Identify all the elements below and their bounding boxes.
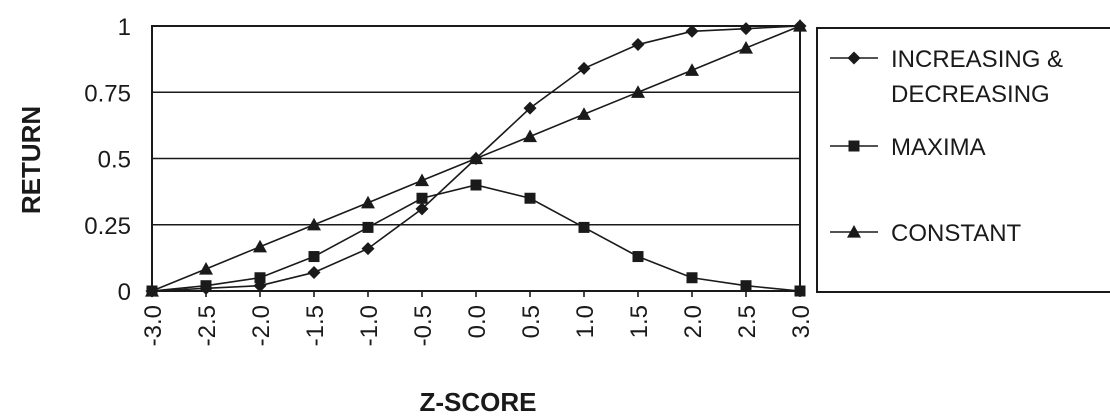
data-point-square xyxy=(470,179,482,191)
legend-label: MAXIMA xyxy=(891,134,986,161)
x-tick-label: -2.0 xyxy=(248,305,275,346)
legend-entry: CONSTANT xyxy=(830,220,1022,247)
x-tick-label: -3.0 xyxy=(140,305,167,346)
series-line xyxy=(151,184,801,292)
x-tick-label: 2.5 xyxy=(734,305,761,338)
legend-label: CONSTANT xyxy=(891,220,1022,247)
data-point-triangle xyxy=(361,195,375,209)
legend-box xyxy=(816,27,1110,293)
data-point-square xyxy=(362,221,374,233)
data-point-triangle xyxy=(793,19,807,32)
x-tick-label: 1.0 xyxy=(572,305,599,338)
x-tick-label: -2.5 xyxy=(194,305,221,346)
y-tick-label: 0.25 xyxy=(84,213,131,240)
data-point-diamond xyxy=(307,265,321,279)
legend-entry: INCREASING & DECREASING xyxy=(830,46,1063,108)
data-point-square xyxy=(632,251,644,263)
x-tick-label: 1.5 xyxy=(626,305,653,338)
legend-label: INCREASING & xyxy=(891,46,1063,73)
series-square xyxy=(146,179,806,297)
data-point-triangle xyxy=(199,262,213,275)
data-point-square xyxy=(740,280,752,292)
data-point-triangle xyxy=(469,151,483,165)
data-point-diamond xyxy=(361,242,375,256)
data-point-square xyxy=(416,192,428,204)
y-tick-label: 0.75 xyxy=(84,80,131,107)
x-tick-label: 0.5 xyxy=(518,305,545,338)
legend: INCREASING & DECREASING MAXIMA CONSTANT xyxy=(816,27,1110,293)
data-point-triangle xyxy=(253,239,267,253)
data-point-triangle xyxy=(523,129,537,143)
data-point-square xyxy=(686,272,698,284)
y-axis-ticks: 0 0.25 0.5 0.75 1 xyxy=(84,14,131,306)
data-point-diamond xyxy=(523,101,537,115)
x-axis-title: Z-SCORE xyxy=(420,387,537,417)
series-layer xyxy=(145,19,807,298)
data-point-triangle xyxy=(631,85,645,98)
x-tick-label: -1.5 xyxy=(302,305,329,346)
data-point-diamond xyxy=(415,202,429,216)
data-point-square xyxy=(848,140,860,152)
x-tick-label: 0.0 xyxy=(464,305,491,338)
x-tick-label: 2.0 xyxy=(680,305,707,338)
legend-label: DECREASING xyxy=(891,81,1050,108)
data-point-triangle xyxy=(145,284,159,297)
data-point-diamond xyxy=(685,24,699,38)
y-tick-label: 0.5 xyxy=(98,147,131,174)
data-point-diamond xyxy=(577,61,591,75)
y-axis-title: RETURN xyxy=(16,106,46,214)
data-point-square xyxy=(524,192,536,204)
data-point-square xyxy=(308,251,320,263)
data-point-square xyxy=(794,285,806,297)
data-point-square xyxy=(254,272,266,284)
data-point-triangle xyxy=(577,107,591,120)
data-point-triangle xyxy=(307,217,321,231)
x-tick-label: -0.5 xyxy=(410,305,437,346)
data-point-diamond xyxy=(631,38,645,52)
y-tick-label: 1 xyxy=(118,14,131,41)
data-point-square xyxy=(578,221,590,233)
data-point-triangle xyxy=(739,40,753,54)
x-axis-ticks: -3.0 -2.5 -2.0 -1.5 -1.0 -0.5 0.0 0.5 1.0 1.5 2.0 2… xyxy=(140,291,815,346)
series-triangle xyxy=(145,19,807,297)
data-point-triangle xyxy=(415,173,429,187)
data-point-triangle xyxy=(847,225,861,238)
y-tick-label: 0 xyxy=(118,279,131,306)
data-point-diamond xyxy=(847,51,861,65)
legend-entry: MAXIMA xyxy=(830,134,986,161)
x-tick-label: 3.0 xyxy=(788,305,815,338)
x-tick-label: -1.0 xyxy=(356,305,383,346)
data-point-diamond xyxy=(739,22,753,36)
data-point-triangle xyxy=(685,63,699,76)
data-point-square xyxy=(200,280,212,292)
